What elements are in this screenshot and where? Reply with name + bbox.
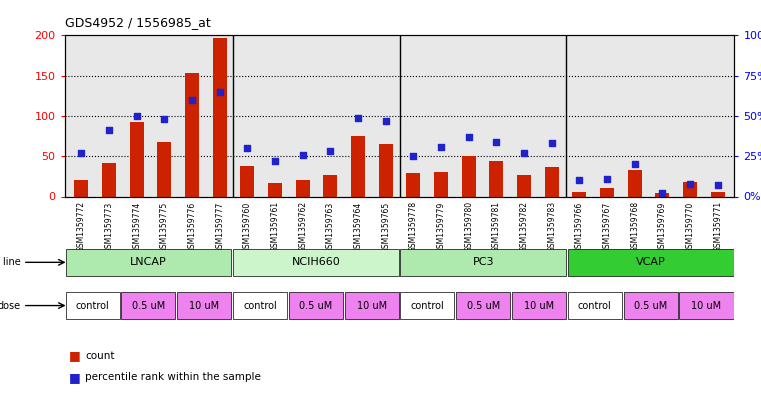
Bar bbox=[456, 292, 511, 319]
Bar bbox=[406, 173, 420, 196]
Bar bbox=[158, 142, 171, 196]
Point bbox=[214, 88, 226, 95]
Bar bbox=[572, 192, 586, 196]
Point bbox=[407, 153, 419, 160]
Text: 10 uM: 10 uM bbox=[189, 301, 219, 310]
Bar bbox=[129, 121, 144, 196]
Text: PC3: PC3 bbox=[473, 257, 494, 267]
Point bbox=[324, 148, 336, 154]
Text: control: control bbox=[243, 301, 277, 310]
Text: 0.5 uM: 0.5 uM bbox=[132, 301, 165, 310]
Bar bbox=[240, 166, 254, 196]
Point bbox=[546, 140, 558, 147]
Text: control: control bbox=[578, 301, 612, 310]
Text: control: control bbox=[75, 301, 110, 310]
Point bbox=[75, 150, 88, 156]
Bar bbox=[434, 171, 448, 196]
Text: 10 uM: 10 uM bbox=[357, 301, 387, 310]
Bar bbox=[121, 292, 176, 319]
Point bbox=[601, 176, 613, 182]
Point bbox=[684, 180, 696, 187]
Bar bbox=[233, 249, 399, 275]
Text: 0.5 uM: 0.5 uM bbox=[466, 301, 500, 310]
Point bbox=[297, 151, 309, 158]
Text: NCIH660: NCIH660 bbox=[291, 257, 340, 267]
Bar bbox=[296, 180, 310, 196]
Bar bbox=[65, 249, 231, 275]
Bar bbox=[623, 292, 678, 319]
Bar bbox=[400, 249, 566, 275]
Text: ■: ■ bbox=[68, 349, 80, 362]
Bar bbox=[680, 292, 734, 319]
Bar bbox=[233, 292, 287, 319]
Bar bbox=[628, 170, 642, 196]
Point bbox=[518, 150, 530, 156]
Text: ■: ■ bbox=[68, 371, 80, 384]
Point bbox=[573, 177, 585, 184]
Bar bbox=[655, 193, 670, 196]
Bar bbox=[545, 167, 559, 196]
Bar bbox=[351, 136, 365, 196]
Point bbox=[380, 118, 392, 124]
Point bbox=[269, 158, 281, 164]
Bar bbox=[345, 292, 399, 319]
Text: 0.5 uM: 0.5 uM bbox=[634, 301, 667, 310]
Bar bbox=[288, 292, 343, 319]
Text: cell line: cell line bbox=[0, 257, 21, 267]
Point bbox=[656, 190, 668, 196]
Bar bbox=[102, 163, 116, 196]
Bar bbox=[65, 292, 119, 319]
Bar bbox=[711, 193, 724, 196]
Bar bbox=[600, 188, 614, 196]
Text: VCAP: VCAP bbox=[635, 257, 666, 267]
Bar bbox=[489, 161, 503, 196]
Point bbox=[352, 114, 364, 121]
Text: 10 uM: 10 uM bbox=[692, 301, 721, 310]
Point bbox=[463, 134, 475, 140]
Bar bbox=[683, 182, 697, 196]
Point bbox=[490, 139, 502, 145]
Bar bbox=[268, 183, 282, 196]
Point bbox=[241, 145, 253, 151]
Bar bbox=[379, 144, 393, 196]
Text: dose: dose bbox=[0, 301, 21, 310]
Bar bbox=[568, 249, 734, 275]
Bar bbox=[512, 292, 566, 319]
Text: GDS4952 / 1556985_at: GDS4952 / 1556985_at bbox=[65, 16, 211, 29]
Bar bbox=[75, 180, 88, 196]
Point bbox=[158, 116, 170, 122]
Bar bbox=[177, 292, 231, 319]
Text: 0.5 uM: 0.5 uM bbox=[299, 301, 333, 310]
Bar bbox=[400, 292, 454, 319]
Point bbox=[435, 143, 447, 150]
Point bbox=[103, 127, 115, 134]
Bar bbox=[323, 175, 337, 196]
Text: LNCAP: LNCAP bbox=[130, 257, 167, 267]
Text: count: count bbox=[85, 351, 115, 361]
Point bbox=[186, 97, 198, 103]
Bar bbox=[462, 156, 476, 196]
Point bbox=[131, 113, 143, 119]
Point bbox=[629, 161, 641, 167]
Point bbox=[712, 182, 724, 188]
Text: percentile rank within the sample: percentile rank within the sample bbox=[85, 372, 261, 382]
Bar bbox=[568, 292, 622, 319]
Bar bbox=[517, 175, 531, 196]
Bar bbox=[185, 73, 199, 196]
Bar bbox=[213, 38, 227, 197]
Text: control: control bbox=[410, 301, 444, 310]
Text: 10 uM: 10 uM bbox=[524, 301, 554, 310]
